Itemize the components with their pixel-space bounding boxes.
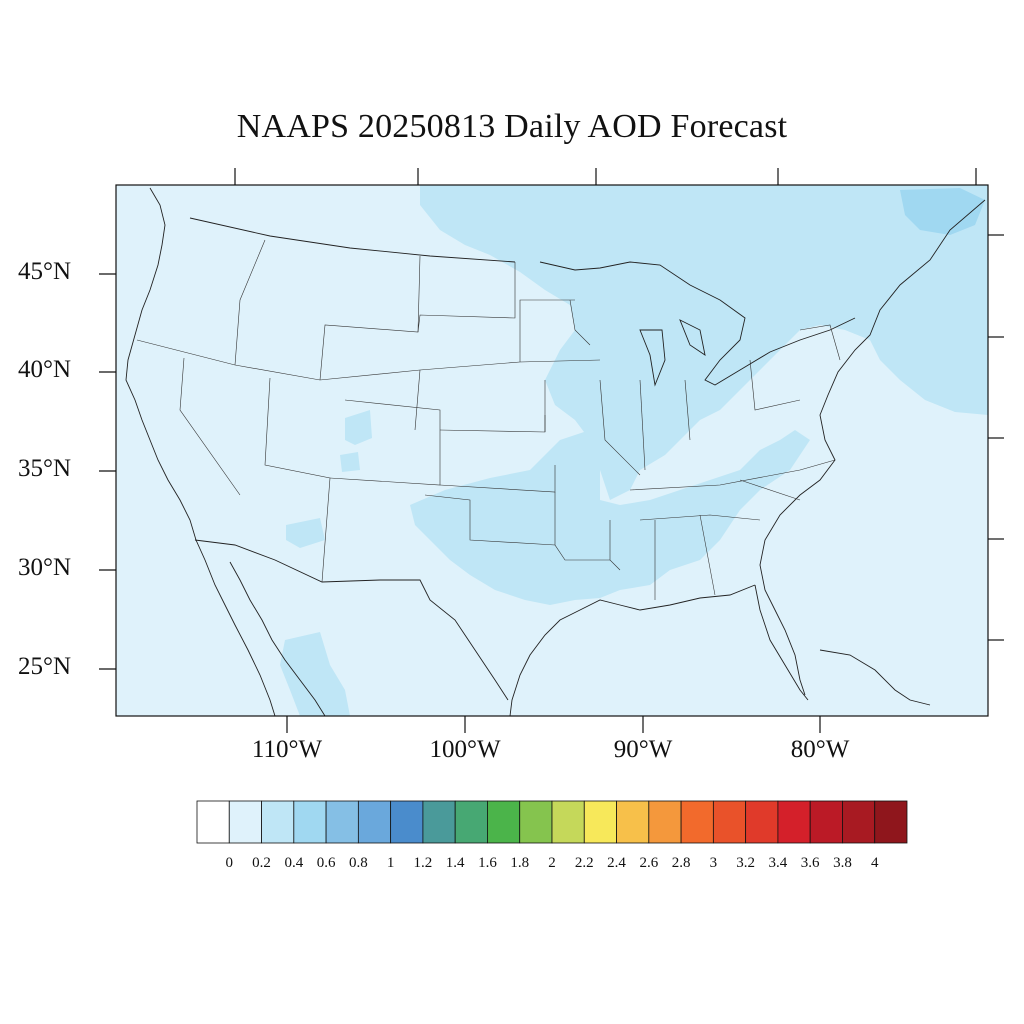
colorbar-swatch bbox=[422, 800, 456, 844]
colorbar-tick-label: 1.4 bbox=[445, 855, 465, 871]
lon-label-110w: 110°W bbox=[251, 736, 323, 763]
aod-region-south-central bbox=[410, 430, 810, 605]
colorbar-tick-label: 2.8 bbox=[671, 855, 691, 871]
colorbar-swatch bbox=[745, 800, 779, 844]
colorbar-tick-label: 0.6 bbox=[316, 855, 336, 871]
colorbar-swatch bbox=[874, 800, 908, 844]
lat-label-25: 25°N bbox=[18, 653, 72, 680]
colorbar-tick-label: 4 bbox=[870, 855, 879, 871]
colorbar-tick-label: 1 bbox=[386, 855, 395, 871]
colorbar-swatch bbox=[196, 800, 230, 844]
colorbar-swatch bbox=[519, 800, 553, 844]
colorbar-tick-label: 3.4 bbox=[768, 855, 788, 871]
map-frame bbox=[115, 184, 989, 717]
colorbar-tick-label: 1.8 bbox=[510, 855, 530, 871]
lon-label-100w: 100°W bbox=[429, 736, 501, 763]
bottom-ticks bbox=[286, 716, 821, 733]
colorbar-tick-label: 0 bbox=[225, 855, 234, 871]
colorbar-swatch bbox=[293, 800, 327, 844]
colorbar-tick-label: 0.2 bbox=[252, 855, 271, 871]
colorbar-tick-label: 2.2 bbox=[574, 855, 594, 871]
colorbar-tick-label: 3.8 bbox=[833, 855, 852, 871]
colorbar-swatch bbox=[325, 800, 359, 844]
colorbar-swatch bbox=[809, 800, 843, 844]
colorbar-tick-label: 2.6 bbox=[639, 855, 659, 871]
colorbar-tick-label: 3 bbox=[709, 855, 718, 871]
colorbar-swatch bbox=[616, 800, 650, 844]
colorbar-swatch bbox=[583, 800, 617, 844]
lon-label-80w: 80°W bbox=[790, 736, 850, 763]
colorbar-swatch bbox=[390, 800, 424, 844]
top-ticks bbox=[234, 168, 977, 185]
colorbar-tick-label: 2 bbox=[548, 855, 556, 871]
right-ticks bbox=[988, 234, 1004, 641]
colorbar-swatch bbox=[551, 800, 585, 844]
aod-region-quebec-high bbox=[900, 188, 985, 235]
colorbar-swatch bbox=[228, 800, 262, 844]
left-ticks bbox=[99, 273, 116, 670]
aod-region-northeast bbox=[420, 185, 988, 500]
colorbar-swatch bbox=[648, 800, 682, 844]
colorbar-swatch bbox=[487, 800, 521, 844]
colorbar-tick-label: 2.4 bbox=[607, 855, 626, 871]
colorbar-tick-label: 3.2 bbox=[736, 855, 755, 871]
lat-label-30: 30°N bbox=[18, 554, 72, 581]
colorbar-tick-label: 0.4 bbox=[284, 855, 304, 871]
lon-label-90w: 90°W bbox=[613, 736, 673, 763]
aod-region-southwest-small bbox=[286, 518, 325, 548]
colorbar-tick-label: 1.6 bbox=[478, 855, 497, 871]
map-title: NAAPS 20250813 Daily AOD Forecast bbox=[236, 108, 788, 145]
colorbar-swatch bbox=[357, 800, 392, 844]
colorbar-tick-label: 3.6 bbox=[800, 855, 820, 871]
aod-region-baja bbox=[280, 632, 350, 716]
colorbar-tick-label: 0.8 bbox=[348, 855, 368, 871]
colorbar-swatch bbox=[261, 800, 295, 844]
lat-label-35: 35°N bbox=[18, 455, 72, 482]
aod-shading bbox=[280, 185, 988, 716]
colorbar-swatch bbox=[712, 800, 747, 844]
colorbar-swatch bbox=[454, 800, 488, 844]
colorbar-swatch bbox=[777, 800, 811, 844]
lat-label-45: 45°N bbox=[18, 258, 72, 285]
colorbar-swatch bbox=[842, 800, 876, 844]
colorbar-tick-label: 1.2 bbox=[413, 855, 433, 871]
lat-label-40: 40°N bbox=[18, 356, 72, 383]
colorbar-swatch bbox=[680, 800, 714, 844]
state-borders bbox=[136, 239, 841, 600]
coastlines-and-borders bbox=[125, 187, 986, 716]
aod-region-colorado-small bbox=[340, 410, 372, 472]
colorbar bbox=[196, 800, 908, 844]
